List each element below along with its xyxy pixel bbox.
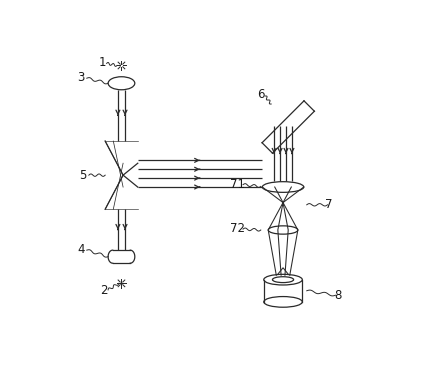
- Text: 7: 7: [325, 198, 333, 211]
- Text: 5: 5: [79, 169, 87, 182]
- Text: 8: 8: [334, 289, 342, 302]
- Text: 1: 1: [99, 56, 106, 69]
- Text: 71: 71: [230, 177, 244, 191]
- Text: 2: 2: [100, 284, 108, 297]
- Text: 4: 4: [77, 243, 85, 256]
- Text: 72: 72: [230, 222, 244, 235]
- Text: 6: 6: [257, 88, 264, 101]
- Text: 3: 3: [77, 71, 85, 84]
